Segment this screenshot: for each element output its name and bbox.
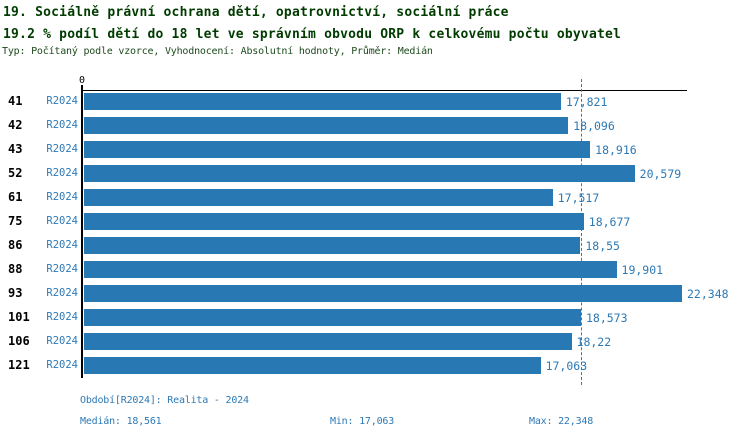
bar-row: 42 R2024 18,096 xyxy=(0,114,750,138)
category-label: 93 xyxy=(8,286,23,300)
y-axis-line xyxy=(81,85,83,378)
category-label: 52 xyxy=(8,166,23,180)
category-label: 42 xyxy=(8,118,23,132)
value-label: 18,22 xyxy=(576,335,612,349)
category-label: 75 xyxy=(8,214,23,228)
series-label: R2024 xyxy=(46,335,78,347)
footer-median: Medián: 18,561 xyxy=(80,416,162,427)
category-label: 121 xyxy=(8,358,30,372)
chart-subtitle: 19.2 % podíl dětí do 18 let ve správním … xyxy=(3,27,622,42)
series-label: R2024 xyxy=(46,119,78,131)
footer-min: Min: 17,063 xyxy=(330,416,395,427)
x-axis-line xyxy=(81,90,687,91)
value-label: 18,096 xyxy=(573,119,615,133)
series-label: R2024 xyxy=(46,263,78,275)
value-label: 17,063 xyxy=(545,359,588,373)
bar xyxy=(84,357,541,374)
series-label: R2024 xyxy=(46,215,78,227)
bar-row: 43 R2024 18,916 xyxy=(0,138,750,162)
bar xyxy=(84,333,572,350)
x-axis-origin-label: 0 xyxy=(78,75,86,86)
chart-meta-line: Typ: Počítaný podle vzorce, Vyhodnocení:… xyxy=(2,46,433,57)
category-label: 86 xyxy=(8,238,23,252)
value-label: 17,517 xyxy=(557,191,600,205)
category-label: 41 xyxy=(8,94,23,108)
plot-rows: 41 R2024 17,821 42 R2024 18,096 43 R2024 18,916 5… xyxy=(0,90,750,378)
bar-row: 121 R2024 17,063 xyxy=(0,354,750,378)
bar xyxy=(84,261,617,278)
bar xyxy=(84,189,553,206)
series-label: R2024 xyxy=(46,239,78,251)
bar-row: 101 R2024 18,573 xyxy=(0,306,750,330)
footer-max: Max: 22,348 xyxy=(529,416,594,427)
value-label: 18,573 xyxy=(585,311,628,325)
value-label: 20,579 xyxy=(639,167,682,181)
category-label: 61 xyxy=(8,190,23,204)
value-label: 17,821 xyxy=(565,95,608,109)
category-label: 106 xyxy=(8,334,30,348)
bar xyxy=(84,213,584,230)
bar xyxy=(84,285,682,302)
value-label: 18,916 xyxy=(595,143,637,157)
bar xyxy=(84,309,581,326)
bar-row: 52 R2024 20,579 xyxy=(0,162,750,186)
series-label: R2024 xyxy=(46,311,78,323)
bar xyxy=(84,93,561,110)
series-label: R2024 xyxy=(46,287,78,299)
series-label: R2024 xyxy=(46,95,78,107)
chart-title: 19. Sociálně právní ochrana dětí, opatro… xyxy=(3,5,509,20)
series-label: R2024 xyxy=(46,143,78,155)
value-label: 19,901 xyxy=(621,263,664,277)
value-label: 18,677 xyxy=(588,215,631,229)
bar xyxy=(84,141,590,158)
bar xyxy=(84,237,580,254)
series-label: R2024 xyxy=(46,191,78,203)
category-label: 43 xyxy=(8,142,23,156)
category-label: 88 xyxy=(8,262,23,276)
bar xyxy=(84,165,635,182)
bar xyxy=(84,117,568,134)
median-line xyxy=(580,79,582,385)
bar-row: 41 R2024 17,821 xyxy=(0,90,750,114)
value-label: 18,55 xyxy=(585,239,620,253)
footer-period: Období[R2024]: Realita - 2024 xyxy=(80,395,249,406)
bar-row: 75 R2024 18,677 xyxy=(0,210,750,234)
bar-row: 86 R2024 18,55 xyxy=(0,234,750,258)
series-label: R2024 xyxy=(46,359,78,371)
bar-row: 61 R2024 17,517 xyxy=(0,186,750,210)
bar-row: 93 R2024 22,348 xyxy=(0,282,750,306)
bar-row: 106 R2024 18,22 xyxy=(0,330,750,354)
category-label: 101 xyxy=(8,310,30,324)
bar-row: 88 R2024 19,901 xyxy=(0,258,750,282)
series-label: R2024 xyxy=(46,167,78,179)
value-label: 22,348 xyxy=(687,287,729,301)
